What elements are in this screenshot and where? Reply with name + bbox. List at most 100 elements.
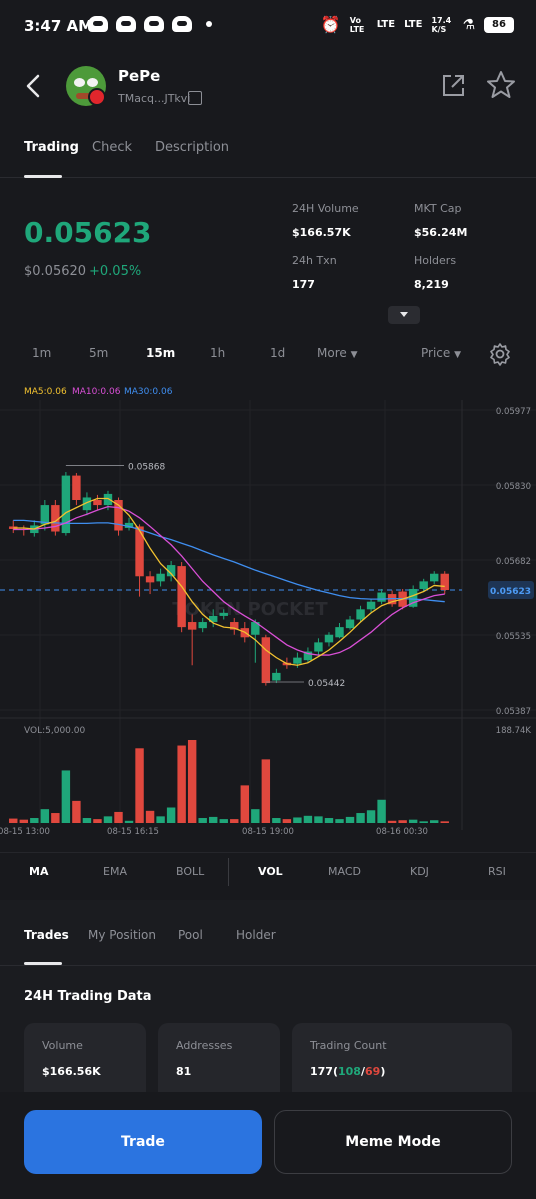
- volume-bar: [198, 818, 207, 823]
- candle-body: [114, 500, 123, 531]
- ma10-legend: MA10:0.06: [72, 387, 121, 397]
- low-price-label: 0.05442: [308, 679, 345, 689]
- candle-body: [40, 505, 50, 525]
- indicator-ema[interactable]: EMA: [103, 865, 127, 878]
- indicator-macd[interactable]: MACD: [328, 865, 361, 878]
- indicator-vol[interactable]: VOL: [258, 865, 283, 878]
- candle-body: [324, 634, 334, 643]
- candlestick-chart[interactable]: TOKEN POCKET 0.05977 0.05830 0.05682 0.05535…: [0, 400, 536, 840]
- tab-pool[interactable]: Pool: [178, 928, 203, 942]
- timeframe-5m[interactable]: 5m: [89, 346, 109, 360]
- indicator-boll[interactable]: BOLL: [176, 865, 205, 878]
- volume-bar: [377, 799, 386, 823]
- chart-settings-gear-icon[interactable]: [488, 342, 512, 366]
- y-tick-label: 0.05682: [496, 557, 531, 567]
- volume-bar: [240, 785, 249, 823]
- volume-bar: [303, 815, 313, 823]
- price-change: +0.05%: [89, 264, 142, 279]
- card-addresses-label: Addresses: [176, 1039, 233, 1052]
- token-tabs: Trading Check Description: [0, 130, 536, 178]
- volume-bar: [261, 759, 271, 823]
- txn-label: 24h Txn: [292, 254, 337, 267]
- tab-description[interactable]: Description: [155, 140, 230, 155]
- candle-body: [198, 622, 207, 629]
- tab-check[interactable]: Check: [92, 140, 132, 155]
- x-tick-label: 08-15 16:15: [107, 827, 159, 837]
- timeframe-1d[interactable]: 1d: [270, 346, 286, 360]
- candle-body: [135, 526, 144, 577]
- x-tick-label: 08-15 19:00: [242, 827, 294, 837]
- expand-stats-button[interactable]: [388, 306, 420, 324]
- timeframe-1m[interactable]: 1m: [32, 346, 52, 360]
- addresses-card: Addresses 81: [158, 1023, 280, 1103]
- active-tab-indicator: [24, 175, 62, 178]
- volte-label: Vo LTE: [349, 15, 365, 34]
- timeframe-more[interactable]: More ▼: [317, 346, 358, 360]
- volume-label: VOL:5,000.00: [24, 726, 85, 736]
- volume-bar: [61, 770, 71, 823]
- indicator-kdj[interactable]: KDJ: [410, 865, 429, 878]
- tab-trading[interactable]: Trading: [24, 140, 79, 155]
- timeframe-15m[interactable]: 15m: [146, 346, 176, 360]
- indicator-rsi[interactable]: RSI: [488, 865, 506, 878]
- app-notification-icon: [116, 16, 136, 32]
- ma30-line: [13, 519, 445, 603]
- active-tab-indicator: [24, 962, 62, 965]
- mktcap-label: MKT Cap: [414, 202, 462, 215]
- candle-body: [419, 581, 428, 589]
- tab-holder[interactable]: Holder: [236, 928, 276, 942]
- volume-bar: [282, 819, 292, 823]
- copy-icon[interactable]: [188, 91, 202, 105]
- timeframe-1h[interactable]: 1h: [210, 346, 226, 360]
- notification-icons: [88, 16, 212, 32]
- caret-down-icon: ▼: [350, 350, 358, 360]
- more-notifications-dot: [206, 21, 212, 27]
- volume-bar: [51, 813, 60, 823]
- candle-body: [61, 475, 71, 534]
- volume-bar: [230, 819, 239, 823]
- count-sell: 69: [365, 1065, 381, 1078]
- indicator-ma[interactable]: MA: [29, 865, 49, 878]
- lte-signal-2: LTE: [404, 19, 423, 30]
- y-tick-label: 0.05535: [496, 632, 531, 642]
- share-icon[interactable]: [440, 73, 466, 99]
- volume-bar: [72, 800, 81, 823]
- candle-body: [261, 637, 271, 684]
- favorite-star-icon[interactable]: [486, 70, 516, 100]
- status-bar: 3:47 AM ⏰ Vo LTE LTE LTE 17.4 K/S ⚗ 86: [0, 0, 536, 52]
- candle-body: [314, 642, 323, 652]
- ma10-line: [13, 505, 445, 656]
- status-time: 3:47 AM: [24, 17, 94, 35]
- activity-tabs: Trades My Position Pool Holder: [0, 918, 536, 966]
- candle-body: [356, 609, 365, 620]
- back-arrow-icon[interactable]: [22, 72, 46, 100]
- ma5-line: [13, 497, 445, 666]
- current-price-tag: [488, 581, 534, 599]
- mktcap-value: $56.24M: [414, 226, 468, 239]
- section-title: 24H Trading Data: [24, 989, 152, 1004]
- app-notification-icon: [144, 16, 164, 32]
- card-addresses-value: 81: [176, 1065, 192, 1078]
- candle-body: [408, 588, 418, 607]
- meme-mode-button[interactable]: Meme Mode: [274, 1110, 512, 1174]
- high-price-label: 0.05868: [128, 462, 165, 472]
- count-buy: 108: [338, 1065, 361, 1078]
- candle-body: [93, 500, 102, 506]
- candle-body: [293, 657, 302, 664]
- volume-bar: [251, 809, 260, 823]
- network-speed: 17.4 K/S: [431, 15, 452, 34]
- tab-my-position[interactable]: My Position: [88, 928, 156, 942]
- volume-bar: [335, 819, 344, 823]
- token-name: PePe: [118, 67, 161, 85]
- x-tick-label: 08-15 13:00: [0, 827, 50, 837]
- trade-button[interactable]: Trade: [24, 1110, 262, 1174]
- candle-body: [187, 622, 197, 630]
- candle-body: [72, 475, 81, 500]
- candle-body: [345, 619, 355, 629]
- volume-bar: [114, 811, 123, 823]
- candle-body: [430, 573, 439, 582]
- volume-bar: [103, 816, 113, 823]
- ma5-legend: MA5:0.06: [24, 387, 67, 397]
- tab-trades[interactable]: Trades: [24, 928, 69, 942]
- price-toggle[interactable]: Price ▼: [421, 346, 462, 360]
